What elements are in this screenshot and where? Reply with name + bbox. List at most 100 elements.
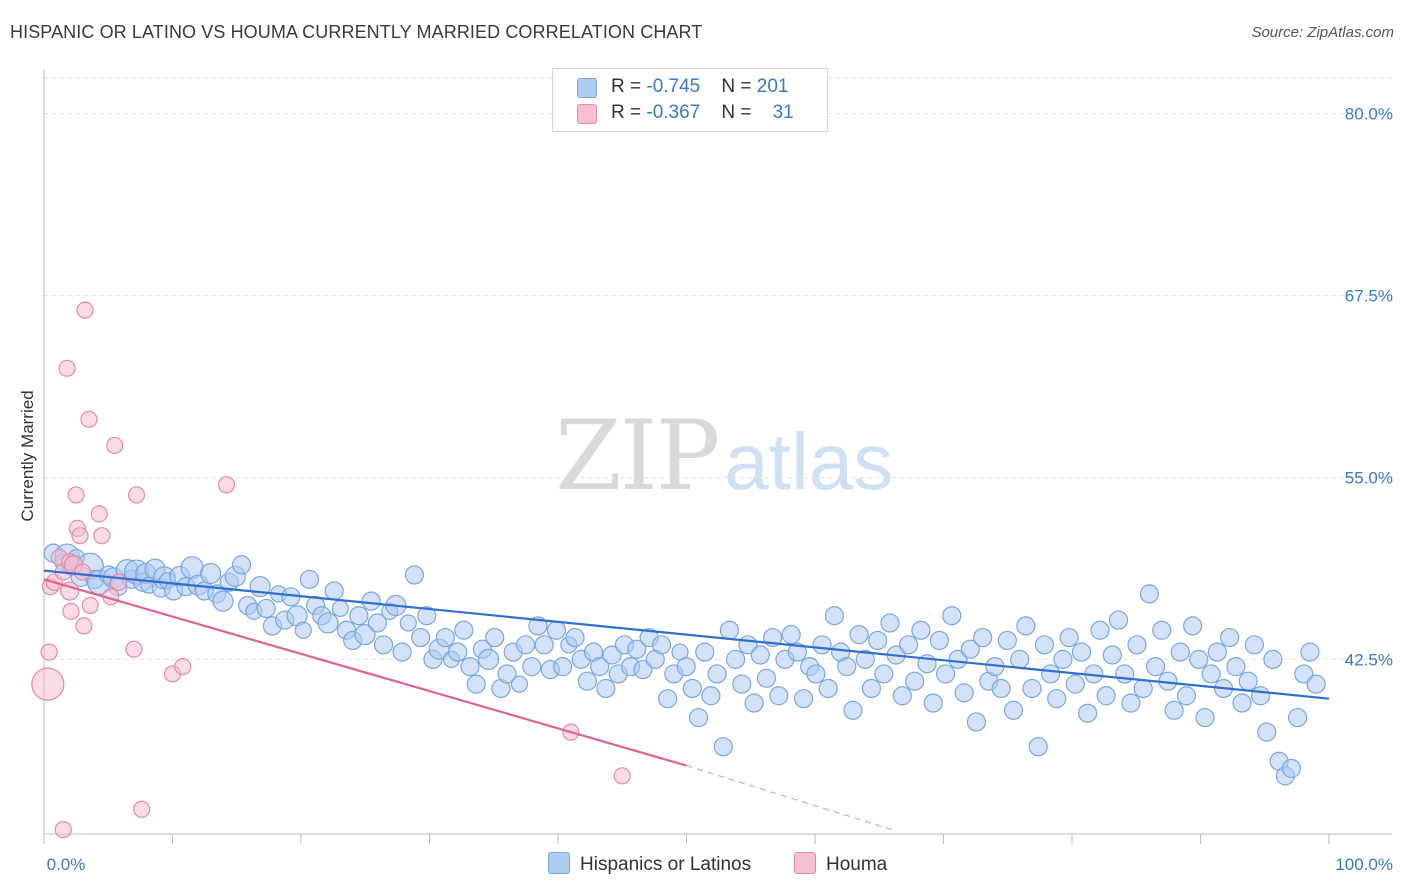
point-hispanic <box>1065 674 1085 694</box>
y-tick-label: 55.0% <box>1345 468 1393 487</box>
point-hispanic <box>1238 671 1258 691</box>
y-tick-label: 67.5% <box>1345 287 1393 306</box>
point-hispanic <box>590 657 610 677</box>
point-hispanic <box>1028 737 1048 757</box>
point-hispanic <box>404 565 425 585</box>
watermark-zip: ZIP <box>555 400 720 512</box>
point-hispanic <box>460 657 480 677</box>
point-hispanic <box>1003 700 1024 720</box>
point-hispanic <box>485 627 505 648</box>
point-houma <box>67 486 85 504</box>
bottom-legend-swatch-hispanic <box>548 852 570 874</box>
point-hispanic <box>454 620 474 640</box>
point-hispanic <box>1300 642 1320 662</box>
point-hispanic <box>997 630 1017 651</box>
bottom-legend-label-hispanic: Hispanics or Latinos <box>580 854 752 875</box>
point-hispanic <box>1108 610 1129 630</box>
point-hispanic <box>935 664 956 684</box>
point-hispanic <box>898 635 919 655</box>
point-hispanic <box>793 689 814 709</box>
legend-swatch-houma <box>577 104 597 124</box>
point-hispanic <box>1096 686 1116 706</box>
point-hispanic <box>658 689 678 709</box>
point-hispanic <box>1102 645 1122 665</box>
bottom-legend-hispanic: Hispanics or Latinos <box>548 852 751 876</box>
legend-r-value: -0.745 <box>646 76 701 97</box>
point-houma <box>71 527 89 545</box>
point-houma <box>31 667 65 701</box>
point-hispanic <box>565 627 585 648</box>
point-hispanic <box>725 649 746 669</box>
point-hispanic <box>1306 674 1326 694</box>
point-hispanic <box>349 606 369 626</box>
point-houma <box>76 301 94 319</box>
point-hispanic <box>1010 649 1030 669</box>
point-hispanic <box>1226 657 1246 677</box>
legend-n-label: N = <box>721 102 757 123</box>
point-hispanic <box>1071 642 1092 662</box>
point-houma <box>174 658 192 676</box>
point-hispanic <box>713 737 733 757</box>
point-hispanic <box>528 616 548 636</box>
point-hispanic <box>868 630 888 651</box>
point-hispanic <box>466 674 486 694</box>
watermark: ZIPatlas <box>555 400 893 512</box>
point-hispanic <box>294 621 312 639</box>
point-hispanic <box>1152 620 1172 640</box>
point-hispanic <box>602 645 622 665</box>
point-hispanic <box>861 678 882 699</box>
trend-line-houma-extension <box>686 765 893 831</box>
point-houma <box>80 410 98 428</box>
series-houma <box>31 301 631 839</box>
legend-n-value: 201 <box>756 76 789 97</box>
point-hispanic <box>812 635 832 655</box>
point-hispanic <box>1022 678 1042 699</box>
point-hispanic <box>682 678 702 699</box>
point-hispanic <box>399 614 417 632</box>
point-hispanic <box>843 700 863 720</box>
legend-text-houma: R = -0.367 N = 31 <box>611 100 794 126</box>
point-houma <box>127 486 146 504</box>
point-hispanic <box>1207 642 1227 662</box>
point-hispanic <box>411 627 431 648</box>
point-houma <box>106 436 124 455</box>
point-hispanic <box>874 664 894 684</box>
point-hispanic <box>1053 649 1073 669</box>
point-hispanic <box>781 625 801 645</box>
point-hispanic <box>701 686 721 706</box>
watermark-atlas: atlas <box>724 417 894 506</box>
point-hispanic <box>1090 620 1110 640</box>
point-hispanic <box>1040 664 1061 684</box>
point-hispanic <box>200 562 222 585</box>
point-hispanic <box>522 657 542 677</box>
point-hispanic <box>516 635 536 655</box>
point-hispanic <box>231 555 252 575</box>
point-hispanic <box>299 569 320 589</box>
point-hispanic <box>1034 635 1055 655</box>
point-hispanic <box>1250 686 1271 706</box>
x-tick-label: 100.0% <box>1335 855 1393 874</box>
series-hispanic <box>43 543 1326 786</box>
point-hispanic <box>1189 649 1209 669</box>
trend-line-hispanic <box>43 569 1330 700</box>
source-label: Source: ZipAtlas.com <box>1251 24 1394 41</box>
point-hispanic <box>1170 642 1190 662</box>
point-hispanic <box>510 675 529 693</box>
point-hispanic <box>1244 635 1264 655</box>
point-hispanic <box>966 712 987 732</box>
bottom-legend-swatch-houma <box>794 852 816 874</box>
point-hispanic <box>1139 584 1159 604</box>
point-hispanic <box>1257 722 1277 742</box>
point-hispanic <box>806 664 826 684</box>
point-houma <box>90 505 108 523</box>
point-hispanic <box>1294 664 1314 684</box>
point-houma <box>217 476 236 494</box>
point-hispanic <box>942 606 962 626</box>
point-hispanic <box>769 686 789 706</box>
point-hispanic <box>732 674 752 694</box>
trend-lines <box>43 569 1330 831</box>
point-hispanic <box>929 630 950 651</box>
point-hispanic <box>923 693 943 713</box>
point-houma <box>73 563 92 581</box>
axes <box>43 70 1392 844</box>
